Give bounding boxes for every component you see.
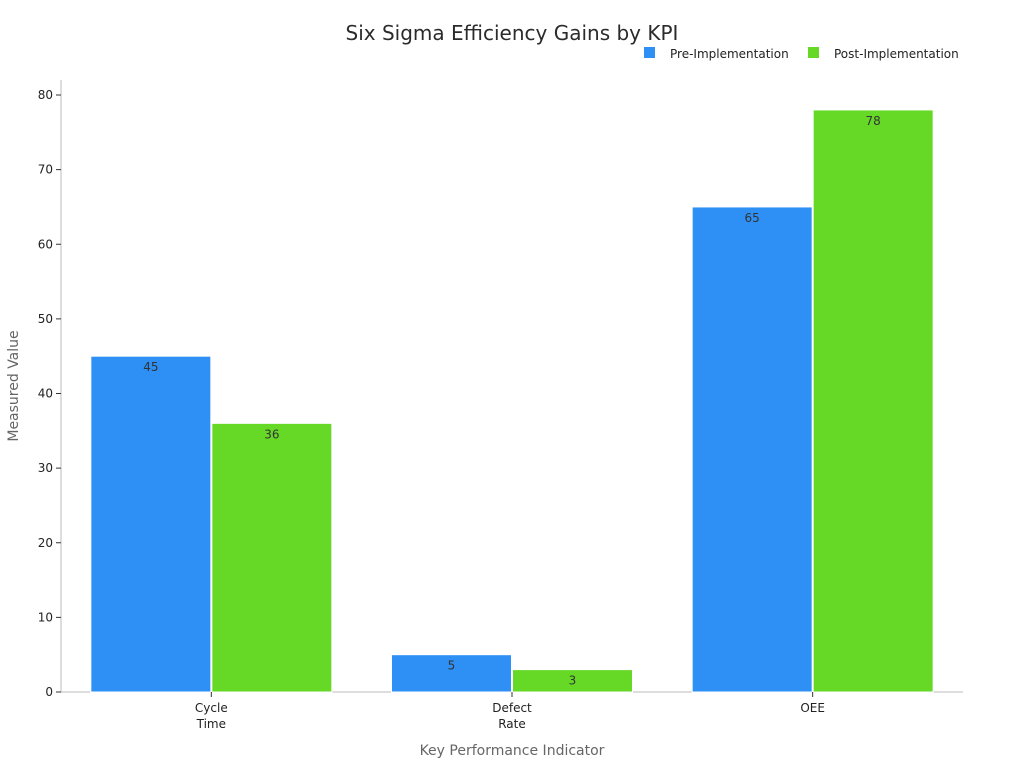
y-tick-label: 60 bbox=[38, 237, 53, 251]
y-tick-label: 30 bbox=[38, 461, 53, 475]
legend-swatch bbox=[808, 47, 819, 58]
legend-label: Post-Implementation bbox=[834, 47, 959, 61]
x-axis-title: Key Performance Indicator bbox=[420, 743, 605, 759]
data-label: 3 bbox=[569, 674, 577, 688]
y-tick-label: 50 bbox=[38, 312, 53, 326]
x-tick-label: OEE bbox=[800, 701, 825, 715]
bar bbox=[391, 654, 512, 693]
data-label: 5 bbox=[448, 659, 456, 673]
x-tick-label: Defect Rate bbox=[492, 701, 532, 731]
legend-swatch bbox=[644, 47, 655, 58]
chart-title: Six Sigma Efficiency Gains by KPI bbox=[346, 21, 679, 45]
x-tick-label-line: Rate bbox=[498, 717, 526, 731]
y-tick-label: 0 bbox=[45, 685, 53, 699]
legend: Pre-Implementation Post-Implementation bbox=[644, 47, 959, 61]
y-tick-label: 10 bbox=[38, 610, 53, 624]
data-label: 65 bbox=[745, 211, 760, 225]
x-tick-label: Cycle Time bbox=[195, 701, 228, 731]
data-label: 36 bbox=[264, 427, 279, 441]
x-tick-label-line: Time bbox=[196, 717, 226, 731]
bar bbox=[812, 109, 934, 693]
y-tick-label: 20 bbox=[38, 536, 53, 550]
y-tick-label: 80 bbox=[38, 88, 53, 102]
y-tick-label: 70 bbox=[38, 163, 53, 177]
data-label: 78 bbox=[866, 114, 881, 128]
y-tick-label: 40 bbox=[38, 387, 53, 401]
bar bbox=[512, 669, 633, 693]
data-label: 45 bbox=[143, 360, 158, 374]
bar bbox=[211, 422, 333, 693]
x-tick-label-line: Defect bbox=[492, 701, 532, 715]
y-axis-title: Measured Value bbox=[6, 330, 22, 441]
x-tick-label-line: OEE bbox=[800, 701, 825, 715]
plot-area: 0 10 20 30 40 50 60 70 80 45 36 Cycle Time 5 3 Defect Ra… bbox=[38, 80, 963, 731]
x-tick-label-line: Cycle bbox=[195, 701, 228, 715]
bar bbox=[90, 355, 212, 693]
legend-label: Pre-Implementation bbox=[670, 47, 789, 61]
bar bbox=[691, 206, 813, 693]
